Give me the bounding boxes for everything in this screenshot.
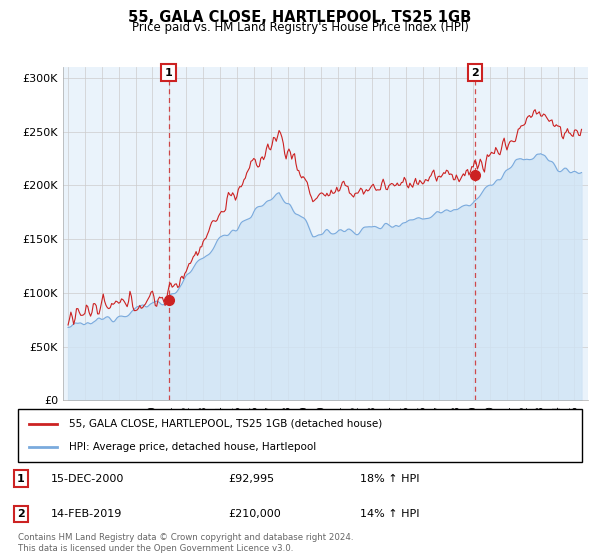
Text: 15-DEC-2000: 15-DEC-2000 (51, 474, 124, 484)
Text: 14-FEB-2019: 14-FEB-2019 (51, 509, 122, 519)
FancyBboxPatch shape (18, 409, 582, 462)
Text: 18% ↑ HPI: 18% ↑ HPI (360, 474, 419, 484)
Text: £210,000: £210,000 (228, 509, 281, 519)
Text: 2: 2 (472, 68, 479, 78)
Text: 1: 1 (165, 68, 173, 78)
Text: 55, GALA CLOSE, HARTLEPOOL, TS25 1GB (detached house): 55, GALA CLOSE, HARTLEPOOL, TS25 1GB (de… (69, 419, 382, 429)
Text: 1: 1 (17, 474, 25, 484)
Text: Contains HM Land Registry data © Crown copyright and database right 2024.
This d: Contains HM Land Registry data © Crown c… (18, 533, 353, 553)
Text: £92,995: £92,995 (228, 474, 274, 484)
Text: HPI: Average price, detached house, Hartlepool: HPI: Average price, detached house, Hart… (69, 442, 316, 452)
Text: 2: 2 (17, 509, 25, 519)
Text: 55, GALA CLOSE, HARTLEPOOL, TS25 1GB: 55, GALA CLOSE, HARTLEPOOL, TS25 1GB (128, 10, 472, 25)
Text: Price paid vs. HM Land Registry's House Price Index (HPI): Price paid vs. HM Land Registry's House … (131, 21, 469, 34)
Text: 14% ↑ HPI: 14% ↑ HPI (360, 509, 419, 519)
